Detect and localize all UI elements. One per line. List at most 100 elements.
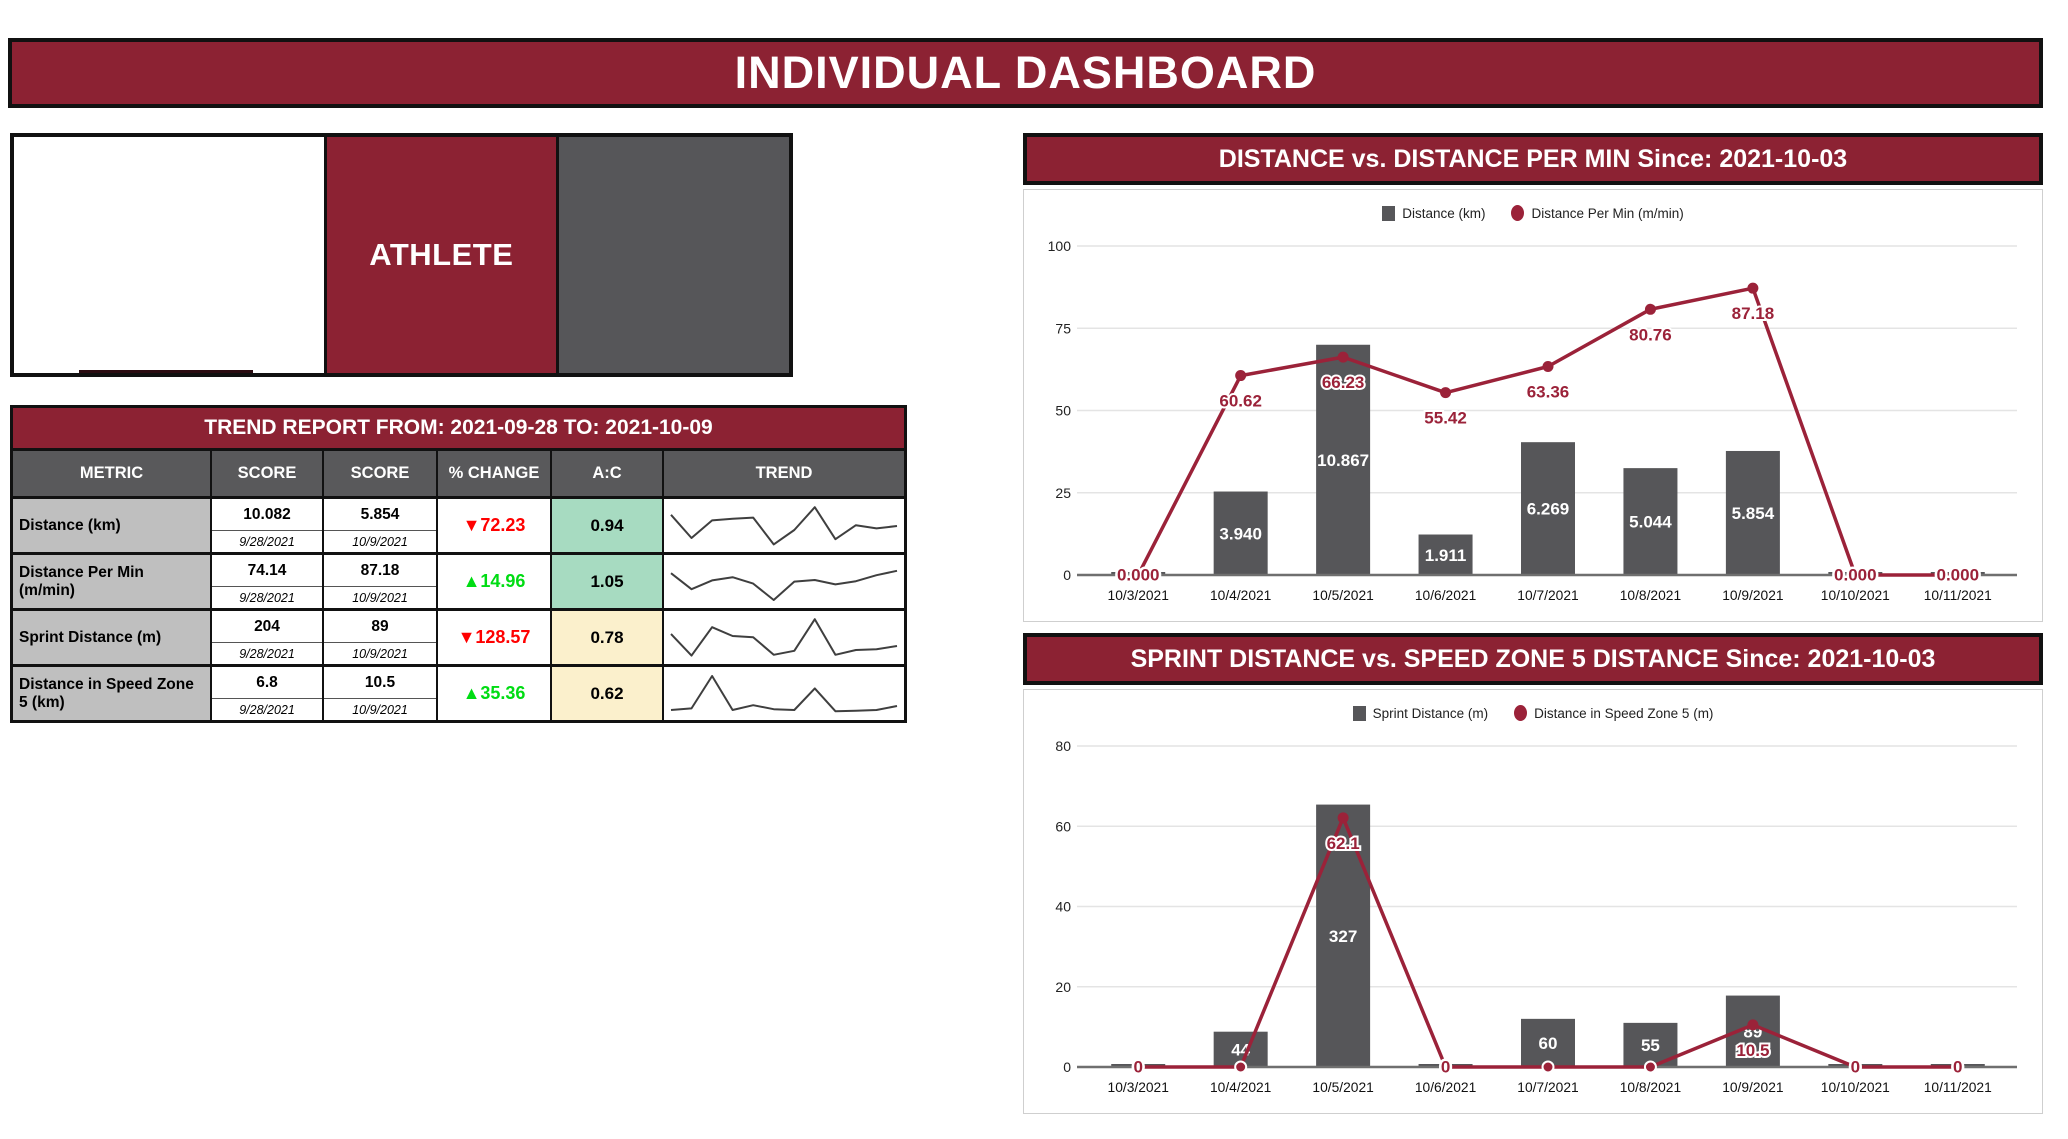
athlete-label-box: ATHLETE bbox=[327, 137, 559, 373]
x-tick-label: 10/10/2021 bbox=[1821, 588, 1890, 603]
change-cell: ▲35.36 bbox=[438, 667, 552, 720]
bar-label: 6.269 bbox=[1527, 500, 1570, 519]
chart-title: DISTANCE vs. DISTANCE PER MIN Since: 202… bbox=[1023, 133, 2043, 185]
line-label: 62.1 bbox=[1327, 834, 1360, 853]
table-row: Distance (km) 10.082 9/28/2021 5.854 10/9/20… bbox=[13, 499, 904, 555]
chart-sprint-vs-speed-zone5: SPRINT DISTANCE vs. SPEED ZONE 5 DISTANC… bbox=[1023, 633, 2043, 1114]
athlete-panel: ATHLETE bbox=[10, 133, 793, 377]
x-tick-label: 10/8/2021 bbox=[1620, 588, 1681, 603]
line-label: 0 bbox=[1133, 1058, 1142, 1077]
x-tick-label: 10/9/2021 bbox=[1722, 588, 1783, 603]
column-header-trend: TREND bbox=[755, 464, 813, 482]
x-tick-label: 10/3/2021 bbox=[1108, 588, 1169, 603]
chart-legend: Sprint Distance (m) Distance in Speed Zon… bbox=[1024, 690, 2042, 736]
y-tick-label: 60 bbox=[1055, 818, 1071, 834]
bar-10/5/2021 bbox=[1316, 344, 1371, 575]
line-label: 60.62 bbox=[1219, 392, 1262, 411]
legend-label: Sprint Distance (m) bbox=[1372, 705, 1489, 721]
x-tick-label: 10/4/2021 bbox=[1210, 588, 1271, 603]
legend-item: Distance Per Min (m/min) bbox=[1511, 205, 1684, 221]
column-header-score: SCORE bbox=[324, 451, 438, 496]
x-tick-label: 10/11/2021 bbox=[1924, 588, 1992, 603]
line-marker bbox=[1542, 361, 1554, 373]
y-tick-label: 25 bbox=[1055, 485, 1071, 501]
bar-label: 5.854 bbox=[1732, 504, 1775, 523]
line-label: 0 bbox=[1851, 1058, 1860, 1077]
trend-sparkline-cell bbox=[664, 499, 904, 552]
x-tick-label: 10/6/2021 bbox=[1415, 1080, 1476, 1095]
score-value: 204 bbox=[212, 611, 322, 644]
bar-label: 55 bbox=[1641, 1036, 1660, 1055]
score-cell: 89 10/9/2021 bbox=[324, 611, 438, 664]
chart-legend: Distance (km) Distance Per Min (m/min) bbox=[1024, 190, 2042, 236]
athlete-secondary-box bbox=[558, 137, 789, 373]
line-label: 0 bbox=[1441, 1058, 1450, 1077]
column-header-metric: METRIC bbox=[13, 451, 212, 496]
line-marker bbox=[1440, 387, 1452, 399]
score-date: 9/28/2021 bbox=[239, 590, 295, 605]
trend-sparkline bbox=[670, 569, 898, 601]
chart-title: SPRINT DISTANCE vs. SPEED ZONE 5 DISTANC… bbox=[1023, 633, 2043, 685]
athlete-photo-placeholder bbox=[14, 137, 327, 373]
line-marker bbox=[1235, 370, 1247, 382]
line-marker bbox=[1644, 303, 1656, 315]
score-date: 10/9/2021 bbox=[352, 590, 408, 605]
score-date: 9/28/2021 bbox=[239, 646, 295, 661]
ac-cell: 0.62 bbox=[552, 667, 664, 720]
line-marker bbox=[1848, 1060, 1862, 1074]
legend-bar-swatch bbox=[1382, 205, 1396, 221]
trend-sparkline bbox=[670, 618, 898, 657]
score-cell: 204 9/28/2021 bbox=[212, 611, 324, 664]
metric-cell: Distance Per Min (m/min) bbox=[13, 555, 212, 608]
x-tick-label: 10/8/2021 bbox=[1620, 1080, 1681, 1095]
legend-label: Distance in Speed Zone 5 (m) bbox=[1534, 705, 1714, 721]
score-value: 74.14 bbox=[212, 555, 322, 588]
x-tick-label: 10/4/2021 bbox=[1210, 1080, 1271, 1095]
score-date: 10/9/2021 bbox=[352, 646, 408, 661]
line-marker bbox=[1747, 282, 1759, 294]
legend-bar-swatch bbox=[1352, 705, 1366, 721]
legend-label: Distance Per Min (m/min) bbox=[1531, 205, 1684, 221]
line-label: 66.23 bbox=[1322, 373, 1365, 392]
trend-report-header-row: METRIC SCORE SCORE% CHANGE A:C TREND bbox=[13, 451, 904, 499]
chart-canvas: 0 25 50 75 100 3.940 10.867 1.911 6.269 5.044 5.85… bbox=[1048, 238, 2017, 603]
line-label: 10.5 bbox=[1736, 1041, 1769, 1060]
column-header-score: SCORE bbox=[212, 451, 324, 496]
legend-item: Distance (km) bbox=[1382, 205, 1485, 221]
line-label: 0.000 bbox=[1937, 566, 1980, 585]
line-marker bbox=[1337, 351, 1349, 363]
score-cell: 10.082 9/28/2021 bbox=[212, 499, 324, 552]
bar-label: 1.911 bbox=[1425, 546, 1467, 565]
score-cell: 6.8 9/28/2021 bbox=[212, 667, 324, 720]
bar-10/5/2021 bbox=[1316, 804, 1371, 1067]
score-value: 6.8 bbox=[212, 667, 322, 700]
legend-item: Distance in Speed Zone 5 (m) bbox=[1514, 705, 1713, 721]
line-marker bbox=[1439, 1060, 1453, 1074]
score-value: 87.18 bbox=[324, 555, 436, 588]
table-row: Distance Per Min (m/min) 74.14 9/28/2021 87… bbox=[13, 555, 904, 611]
bar-label: 60 bbox=[1539, 1034, 1558, 1053]
line-label: 87.18 bbox=[1732, 304, 1775, 323]
trend-report-title: TREND REPORT FROM: 2021-09-28 TO: 2021-1… bbox=[13, 408, 904, 451]
change-cell: ▲14.96 bbox=[438, 555, 552, 608]
ac-cell: 0.78 bbox=[552, 611, 664, 664]
bar-10/6/2021 bbox=[1418, 534, 1473, 575]
x-tick-label: 10/6/2021 bbox=[1415, 588, 1476, 603]
score-cell: 10.5 10/9/2021 bbox=[324, 667, 438, 720]
line-marker bbox=[1951, 568, 1965, 582]
bar-label: 327 bbox=[1329, 927, 1357, 946]
page-title-banner: INDIVIDUAL DASHBOARD bbox=[8, 38, 2043, 108]
y-tick-label: 75 bbox=[1055, 320, 1071, 336]
line-label: 0.000 bbox=[1834, 566, 1877, 585]
change-cell: ▼128.57 bbox=[438, 611, 552, 664]
ac-cell: 1.05 bbox=[552, 555, 664, 608]
y-tick-label: 40 bbox=[1055, 899, 1071, 915]
x-tick-label: 10/5/2021 bbox=[1312, 1080, 1373, 1095]
line-marker bbox=[1747, 1019, 1759, 1031]
athlete-label: ATHLETE bbox=[369, 237, 514, 272]
score-cell: 74.14 9/28/2021 bbox=[212, 555, 324, 608]
y-tick-label: 0 bbox=[1063, 567, 1071, 583]
x-tick-label: 10/7/2021 bbox=[1517, 588, 1578, 603]
page-title: INDIVIDUAL DASHBOARD bbox=[734, 47, 1317, 98]
y-tick-label: 100 bbox=[1048, 238, 1072, 254]
